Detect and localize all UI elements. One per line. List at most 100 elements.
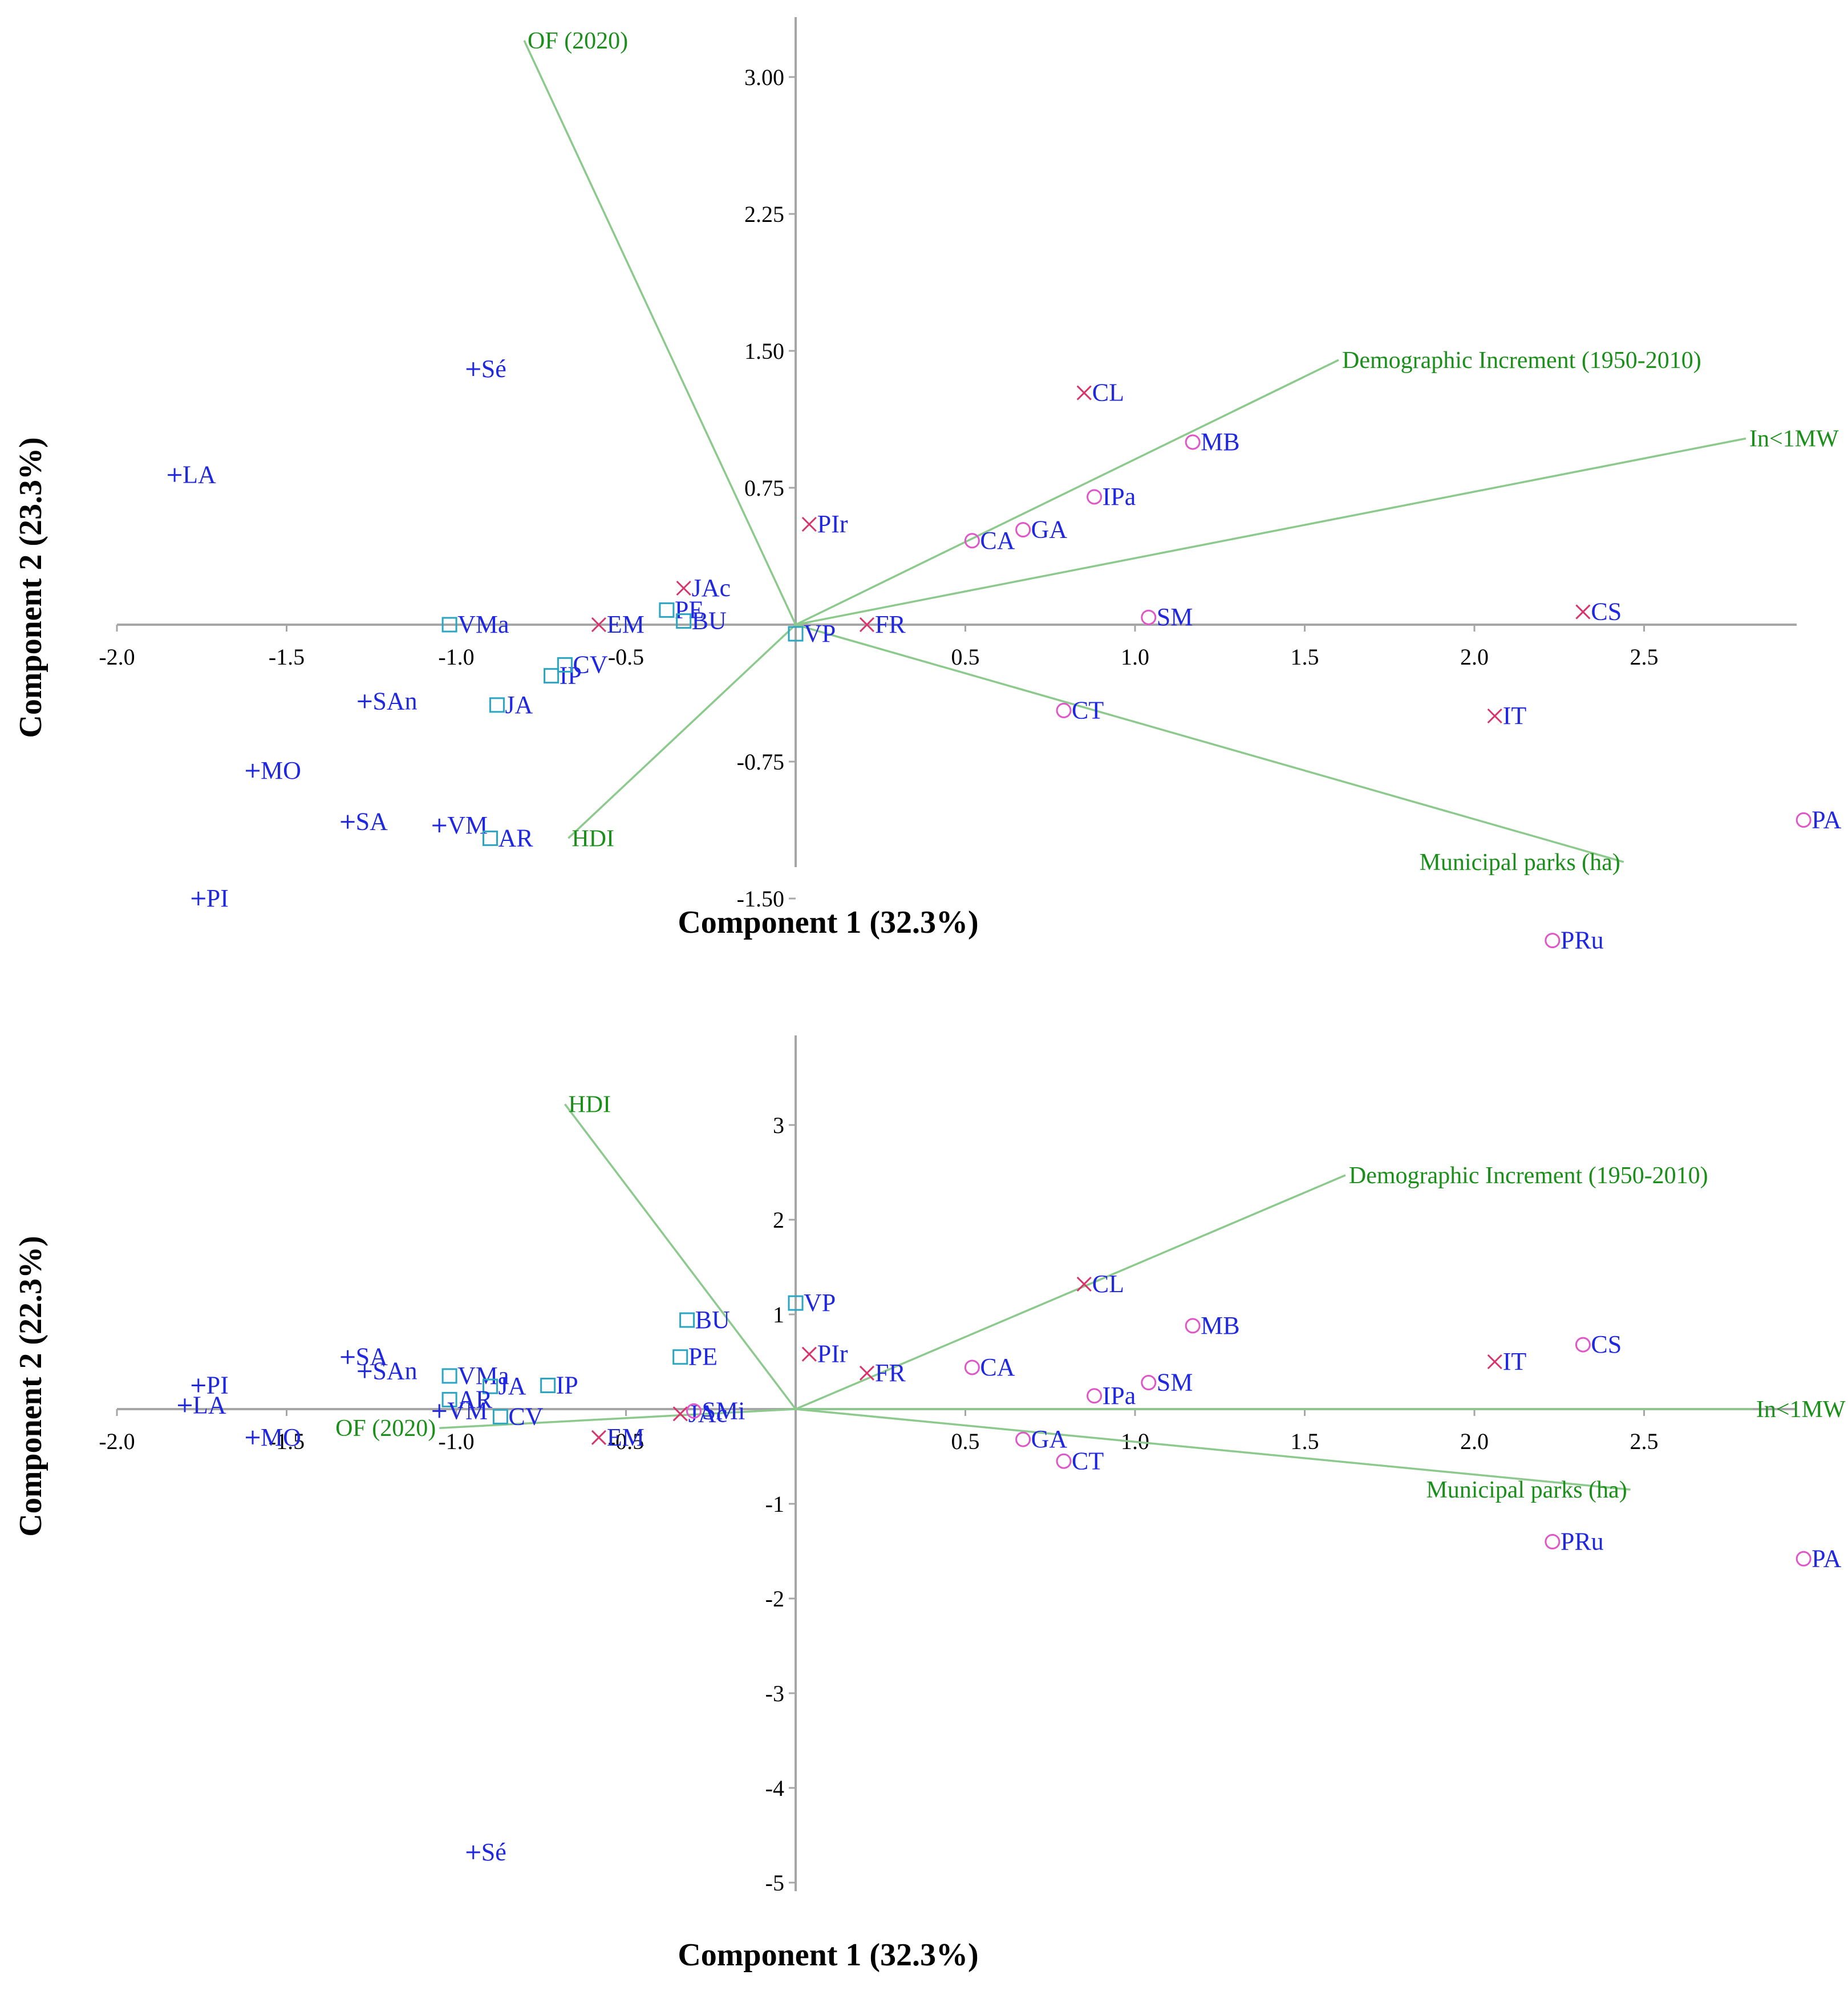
point-marker-circle	[1087, 1388, 1103, 1404]
point-label: PI	[206, 1371, 229, 1399]
point-label: LA	[193, 1391, 226, 1419]
point-label: CV	[573, 650, 607, 678]
point-marker-circle	[964, 1359, 980, 1375]
point-marker-square	[492, 1409, 508, 1425]
point-label: MB	[1201, 1312, 1239, 1340]
point-label: SM	[1157, 1369, 1193, 1397]
point-label: AR	[499, 824, 534, 852]
point-marker-square	[441, 1368, 457, 1384]
point-label: JAc	[692, 574, 731, 602]
point-label: BU	[695, 1306, 730, 1334]
point-marker-plus	[432, 819, 447, 832]
x-tick-label: 2.0	[1460, 644, 1489, 670]
point-label: MO	[261, 1423, 301, 1451]
point-marker-cross	[1076, 385, 1092, 400]
point-marker-cross	[1487, 1354, 1502, 1370]
point-marker-circle	[1575, 1337, 1591, 1353]
point-marker-square	[540, 1378, 556, 1393]
point-marker-square	[676, 613, 692, 629]
point-marker-plus	[341, 815, 355, 829]
y-tick-label: 0.75	[744, 475, 784, 501]
point-label: IPa	[1103, 1382, 1136, 1410]
point-label: GA	[1031, 1425, 1068, 1453]
x-tick-label: -1.0	[438, 644, 474, 670]
point-label: VP	[804, 1289, 836, 1317]
point-marker-plus	[178, 1398, 192, 1413]
vector-label: HDI	[572, 825, 614, 852]
point-marker-plus	[466, 1845, 480, 1859]
y-tick-label: 2	[773, 1207, 784, 1233]
point-label: PI	[206, 884, 229, 912]
point-marker-circle	[1141, 1375, 1157, 1391]
y-tick-label: 2.25	[744, 201, 784, 227]
y-tick-label: -2	[765, 1586, 784, 1612]
point-marker-plus	[466, 362, 480, 376]
point-label: FR	[875, 1359, 906, 1387]
point-label: PIr	[817, 510, 848, 538]
point-label: VP	[804, 620, 836, 648]
point-marker-cross	[591, 617, 606, 633]
vector-label: Demographic Increment (1950-2010)	[1342, 347, 1701, 374]
loading-vector	[564, 1103, 797, 1410]
point-label: JA	[505, 691, 533, 719]
point-marker-square	[483, 1378, 498, 1394]
point-marker-cross	[801, 516, 817, 532]
y-tick-label: 3.00	[744, 64, 784, 90]
point-marker-cross	[801, 1346, 817, 1362]
point-marker-circle	[686, 1403, 702, 1419]
y-tick-label: 1.50	[744, 338, 784, 364]
point-label: IPa	[1103, 483, 1136, 511]
point-marker-circle	[1087, 489, 1103, 505]
loading-vector	[523, 40, 797, 625]
point-marker-plus	[341, 1350, 355, 1364]
point-marker-square	[788, 626, 804, 642]
vector-label: Demographic Increment (1950-2010)	[1349, 1163, 1708, 1189]
point-label: CS	[1591, 598, 1622, 626]
x-tick-label: -1.0	[438, 1428, 474, 1454]
point-label: VMa	[457, 610, 509, 638]
point-label: SA	[356, 1343, 388, 1371]
point-marker-circle	[1185, 1318, 1201, 1334]
point-marker-square	[489, 697, 505, 713]
point-label: VM	[447, 1397, 488, 1425]
point-marker-circle	[1545, 1533, 1561, 1549]
point-label: SAn	[372, 687, 417, 715]
x-tick-label: -0.5	[608, 1428, 644, 1454]
vector-label: In<1MW	[1756, 1397, 1846, 1423]
point-marker-plus	[191, 1378, 205, 1393]
y-tick-label: -4	[765, 1775, 784, 1801]
point-label: EM	[607, 610, 645, 638]
point-marker-plus	[358, 1364, 372, 1378]
point-marker-cross	[859, 617, 875, 633]
point-marker-circle	[964, 533, 980, 549]
point-marker-cross	[1575, 604, 1591, 620]
point-marker-square	[679, 1312, 695, 1328]
x-axis-title: Component 1 (32.3%)	[678, 905, 978, 940]
point-marker-circle	[1796, 1551, 1811, 1567]
point-marker-plus	[168, 468, 182, 482]
point-label: SM	[1157, 603, 1193, 631]
loading-vector	[795, 1408, 1631, 1491]
y-tick-label: -1	[765, 1491, 784, 1517]
y-tick-label: -0.75	[737, 749, 784, 775]
point-marker-circle	[1141, 609, 1157, 625]
loading-vector	[795, 359, 1339, 626]
vector-label: Municipal parks (ha)	[1420, 849, 1620, 876]
point-label: Sé	[481, 1838, 506, 1866]
point-marker-square	[659, 602, 675, 618]
point-label: SAn	[372, 1357, 417, 1385]
point-label: CV	[508, 1402, 543, 1430]
point-label: IT	[1503, 702, 1527, 730]
point-marker-square	[544, 668, 560, 684]
loading-vector	[795, 624, 1624, 863]
point-marker-square	[483, 830, 498, 846]
x-tick-label: 2.5	[1630, 1428, 1659, 1454]
point-label: IP	[556, 1371, 578, 1399]
x-tick-label: -1.5	[269, 1428, 305, 1454]
point-label: GA	[1031, 516, 1068, 544]
point-label: JA	[499, 1372, 526, 1400]
point-marker-cross	[676, 580, 691, 596]
point-marker-circle	[1185, 434, 1201, 450]
loading-vector	[795, 437, 1746, 626]
